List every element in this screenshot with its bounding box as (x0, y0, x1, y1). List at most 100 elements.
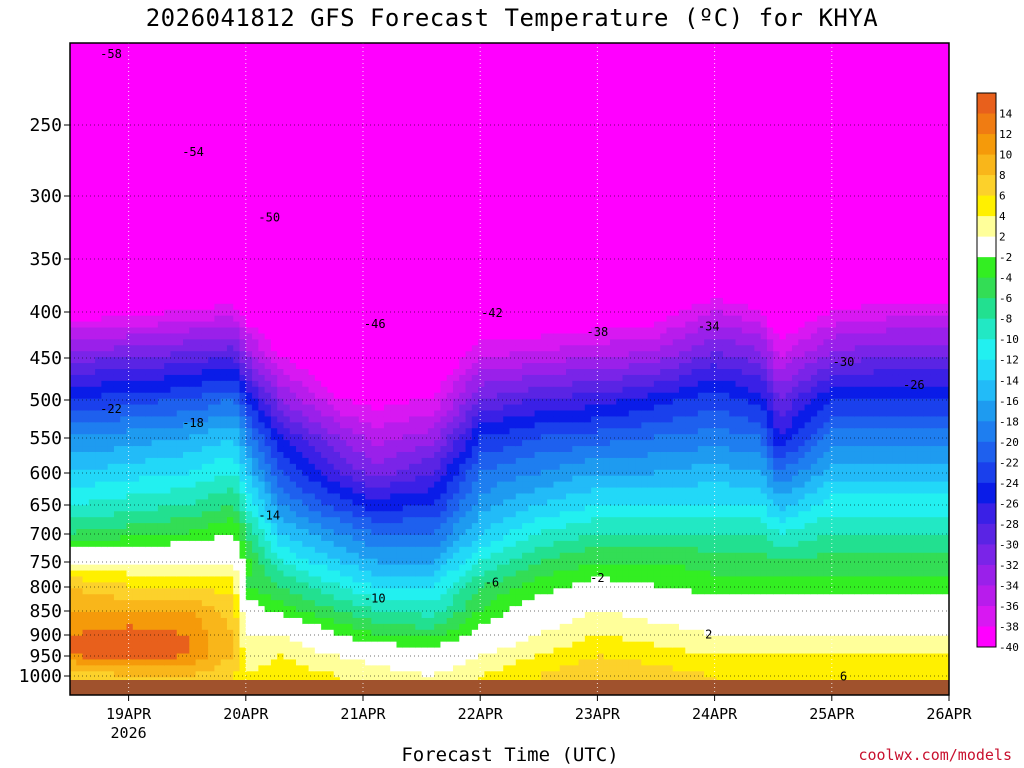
heatmap-cell (327, 499, 335, 506)
heatmap-cell (239, 517, 247, 524)
heatmap-cell (283, 90, 291, 97)
heatmap-cell (107, 339, 115, 346)
heatmap-cell (195, 481, 203, 489)
heatmap-cell (157, 309, 165, 317)
heatmap-cell (252, 487, 259, 495)
heatmap-cell (107, 238, 115, 246)
heatmap-cell (220, 43, 228, 50)
heatmap-cell (70, 416, 77, 423)
heatmap-cell (151, 256, 159, 263)
heatmap-cell (239, 303, 247, 311)
heatmap-cell (283, 339, 291, 346)
heatmap-cell (346, 191, 354, 198)
heatmap-cell (289, 386, 297, 394)
heatmap-cell (233, 363, 241, 370)
heatmap-cell (208, 357, 216, 364)
heatmap-cell (321, 410, 329, 418)
heatmap-cell (270, 131, 278, 139)
heatmap-cell (164, 125, 172, 133)
heatmap-cell (270, 463, 278, 471)
heatmap-cell (321, 475, 329, 483)
heatmap-cell (214, 143, 222, 151)
heatmap-cell (308, 546, 316, 554)
heatmap-cell (170, 617, 178, 625)
heatmap-cell (120, 446, 128, 453)
heatmap-cell (214, 428, 222, 435)
heatmap-cell (252, 404, 259, 412)
heatmap-cell (189, 380, 197, 388)
heatmap-cell (183, 398, 190, 406)
heatmap-cell (346, 505, 354, 512)
heatmap-cell (245, 641, 253, 649)
heatmap-cell (245, 446, 253, 453)
heatmap-cell (333, 392, 341, 400)
heatmap-cell (283, 244, 291, 252)
heatmap-cell (277, 203, 285, 210)
heatmap-cell (314, 576, 322, 583)
heatmap-cell (270, 647, 278, 655)
heatmap-cell (245, 594, 253, 601)
heatmap-cell (132, 84, 140, 92)
heatmap-cell (157, 131, 165, 139)
heatmap-cell (239, 623, 247, 631)
heatmap-cell (264, 60, 272, 68)
heatmap-cell (145, 309, 153, 317)
heatmap-cell (189, 617, 197, 625)
heatmap-cell (176, 90, 184, 97)
heatmap-cell (339, 440, 347, 447)
heatmap-cell (107, 647, 115, 655)
heatmap-cell (289, 125, 297, 133)
heatmap-cell (283, 635, 291, 643)
heatmap-cell (302, 333, 310, 340)
heatmap-cell (296, 588, 303, 595)
heatmap-cell (226, 303, 234, 311)
heatmap-cell (245, 185, 253, 192)
heatmap-cell (183, 321, 190, 329)
heatmap-cell (208, 570, 216, 578)
heatmap-cell (164, 511, 172, 518)
heatmap-cell (314, 623, 322, 631)
heatmap-cell (233, 155, 241, 163)
heatmap-cell (220, 120, 228, 127)
heatmap-cell (239, 481, 247, 489)
heatmap-cell (245, 327, 253, 335)
heatmap-cell (239, 505, 247, 512)
heatmap-cell (151, 374, 159, 382)
heatmap-cell (176, 120, 184, 127)
heatmap-cell (239, 659, 247, 666)
heatmap-cell (189, 392, 197, 400)
heatmap-cell (195, 505, 203, 512)
heatmap-cell (70, 66, 77, 74)
heatmap-cell (70, 529, 77, 536)
heatmap-cell (314, 487, 322, 495)
heatmap-cell (327, 78, 335, 86)
heatmap-cell (333, 321, 341, 329)
heatmap-cell (76, 623, 84, 631)
heatmap-cell (70, 84, 77, 92)
heatmap-cell (176, 552, 184, 560)
heatmap-cell (339, 558, 347, 566)
heatmap-cell (201, 256, 209, 263)
heatmap-cell (170, 333, 178, 340)
heatmap-cell (333, 428, 341, 435)
heatmap-cell (82, 517, 90, 524)
heatmap-cell (164, 143, 172, 151)
heatmap-cell (126, 499, 134, 506)
heatmap-cell (88, 641, 96, 649)
heatmap-cell (176, 558, 184, 566)
heatmap-cell (164, 612, 172, 619)
heatmap-cell (139, 570, 146, 578)
heatmap-cell (346, 629, 354, 637)
heatmap-cell (157, 125, 165, 133)
heatmap-cell (214, 357, 222, 364)
heatmap-cell (239, 546, 247, 554)
heatmap-cell (333, 564, 341, 572)
heatmap-cell (233, 120, 241, 127)
heatmap-cell (220, 434, 228, 441)
heatmap-cell (208, 297, 216, 305)
heatmap-cell (214, 321, 222, 329)
heatmap-cell (132, 374, 140, 382)
heatmap-cell (245, 72, 253, 80)
heatmap-cell (170, 404, 178, 412)
heatmap-cell (346, 641, 354, 649)
